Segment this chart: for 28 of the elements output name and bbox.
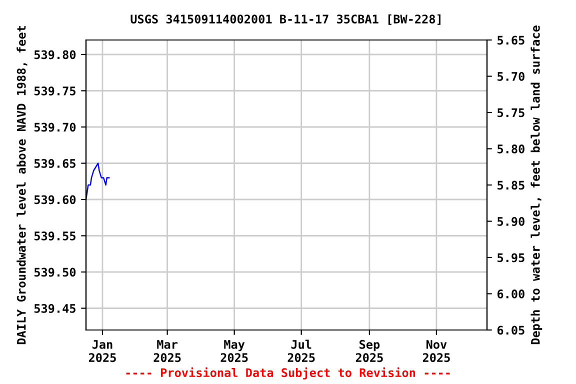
- y-tick-label: 539.70: [34, 122, 76, 132]
- y2-tick-label: 6.00: [497, 289, 524, 298]
- y2-tick-label: 5.65: [498, 36, 524, 45]
- y2-tick-label: 5.75: [498, 108, 524, 118]
- y2-tick-label: 5.80: [498, 144, 524, 154]
- x-tick-label: Sep 2025: [356, 340, 383, 362]
- y2-tick-label: 5.70: [498, 72, 524, 81]
- x-tick-label: May 2025: [220, 340, 248, 362]
- y-tick-label: 539.65: [34, 158, 76, 168]
- y2-tick-label: 5.95: [498, 253, 524, 262]
- y-tick-label: 539.50: [34, 268, 76, 277]
- y-tick-label: 539.75: [34, 86, 76, 96]
- x-tick-label: Jul 2025: [288, 340, 315, 362]
- chart-title: USGS 341509114002001 B-11-17 35CBA1 [BW-228]: [130, 14, 440, 25]
- y2-tick-label: 5.90: [498, 216, 524, 226]
- y-tick-label: 539.45: [34, 304, 76, 313]
- y-tick-label: 539.60: [34, 195, 76, 204]
- y-tick-label: 539.80: [34, 50, 76, 60]
- y-axis-title: DAILY Groundwater level above NAVD 1988, feet: [16, 26, 28, 344]
- x-tick-label: Nov 2025: [422, 340, 450, 362]
- text: ---- Provisional Data Subject to Revision ----: [126, 367, 450, 380]
- x-tick-label: Jan 2025: [88, 340, 116, 362]
- line-series: [86, 162, 110, 200]
- y2-tick-label: 6.05: [497, 326, 524, 335]
- y-tick-label: 539.55: [34, 231, 76, 240]
- y2-axis-title: Depth to water level, feet below land surface: [530, 26, 542, 344]
- x-tick-label: Mar 2025: [154, 340, 181, 362]
- y2-tick-label: 5.85: [498, 180, 524, 190]
